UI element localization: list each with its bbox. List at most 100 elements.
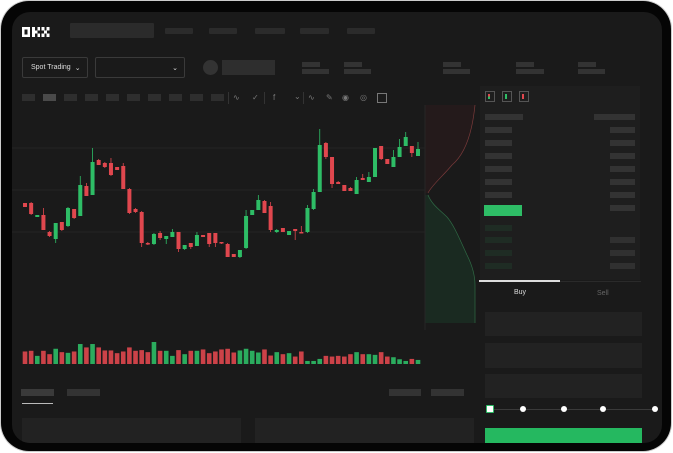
volume-bar xyxy=(170,355,175,364)
order-book xyxy=(480,86,640,280)
stat-label xyxy=(578,62,596,67)
timeframe-option[interactable] xyxy=(148,94,161,101)
okx-logo[interactable] xyxy=(22,25,50,37)
ask-price xyxy=(485,153,512,159)
bottom-action[interactable] xyxy=(389,389,421,396)
candle-up xyxy=(403,137,408,146)
stat-value xyxy=(443,69,470,74)
bottom-tab-open-orders[interactable] xyxy=(21,389,54,396)
header-search-placeholder[interactable] xyxy=(70,23,154,38)
candle-up xyxy=(78,185,83,216)
candle-up xyxy=(373,148,378,177)
timeframe-option[interactable] xyxy=(127,94,140,101)
orderbook-view-both-icon[interactable] xyxy=(485,91,495,102)
slider-step-75[interactable] xyxy=(600,406,606,412)
volume-bar xyxy=(71,351,77,364)
indicator-icon[interactable]: ∿ xyxy=(233,93,240,102)
bid-amount xyxy=(610,250,635,256)
market-type-dropdown[interactable]: Spot Trading ⌄ xyxy=(22,57,88,78)
amount-slider-handle[interactable] xyxy=(486,405,494,413)
buy-button[interactable] xyxy=(485,428,642,443)
function-icon[interactable]: f xyxy=(273,93,276,102)
candle-up xyxy=(65,208,70,226)
candle-down xyxy=(201,235,206,237)
candle-up xyxy=(274,230,279,232)
amount-input[interactable] xyxy=(485,343,642,368)
volume-bar xyxy=(274,352,280,364)
ask-amount xyxy=(610,179,635,185)
nav-item[interactable] xyxy=(300,28,329,34)
ask-amount xyxy=(610,205,635,211)
ask-price xyxy=(485,166,512,172)
volume-bar xyxy=(262,349,267,364)
fullscreen-icon[interactable] xyxy=(377,93,387,103)
nav-item[interactable] xyxy=(347,28,375,34)
volume-bar xyxy=(157,350,163,364)
candle-down xyxy=(342,185,347,191)
volume-bar xyxy=(163,350,169,364)
okx-logo-icon xyxy=(22,27,50,37)
volume-bar xyxy=(384,356,390,364)
order-tabs-track xyxy=(479,281,641,282)
volume-bar xyxy=(182,354,187,364)
candle-down xyxy=(219,242,224,244)
candle-down xyxy=(59,222,64,230)
chevron-down-icon[interactable]: ⌄ xyxy=(294,92,301,101)
volume-bar xyxy=(323,355,329,364)
volume-bar xyxy=(360,354,366,364)
slider-step-25[interactable] xyxy=(520,406,526,412)
amount-slider-track[interactable] xyxy=(489,409,655,410)
candle-up xyxy=(354,180,359,194)
timeframe-option[interactable] xyxy=(43,94,56,101)
bottom-action[interactable] xyxy=(431,389,464,396)
candle-down xyxy=(299,232,304,234)
candle-up xyxy=(90,162,95,195)
nav-item[interactable] xyxy=(165,28,193,34)
pen-icon[interactable]: ✎ xyxy=(326,93,333,102)
volume-bar xyxy=(415,359,421,364)
candle-down xyxy=(41,215,46,230)
slider-step-50[interactable] xyxy=(561,406,567,412)
ask-price xyxy=(485,192,512,198)
timeframe-option[interactable] xyxy=(169,94,182,101)
candle-down xyxy=(268,206,273,230)
candle-down xyxy=(29,203,34,214)
total-input[interactable] xyxy=(485,374,642,398)
volume-bar xyxy=(47,354,52,364)
orderbook-view-asks-icon[interactable] xyxy=(519,91,529,102)
timeframe-option[interactable] xyxy=(190,94,203,101)
indicator-icon[interactable]: ✓ xyxy=(252,93,259,102)
volume-bar xyxy=(65,352,71,364)
line-icon[interactable]: ∿ xyxy=(308,93,315,102)
slider-step-100[interactable] xyxy=(652,406,658,412)
screenshot-icon[interactable]: ◉ xyxy=(342,93,349,102)
candle-down xyxy=(207,233,212,244)
nav-item[interactable] xyxy=(255,28,285,34)
price-input[interactable] xyxy=(485,312,642,336)
chevron-down-icon: ⌄ xyxy=(74,64,81,72)
timeframe-option[interactable] xyxy=(22,94,35,101)
bottom-tab-history[interactable] xyxy=(67,389,100,396)
candle-down xyxy=(176,232,181,249)
timeframe-option[interactable] xyxy=(211,94,224,101)
buy-tab-indicator xyxy=(479,280,560,282)
candle-up xyxy=(250,210,255,215)
candle-up xyxy=(35,215,40,217)
orderbook-view-bids-icon[interactable] xyxy=(502,91,512,102)
candlestick-chart[interactable] xyxy=(12,105,482,385)
tab-buy[interactable]: Buy xyxy=(514,289,527,296)
candle-up xyxy=(397,147,402,157)
timeframe-option[interactable] xyxy=(85,94,98,101)
candle-down xyxy=(360,178,365,180)
candle-down xyxy=(72,209,77,218)
pair-dropdown[interactable]: ⌄ xyxy=(95,57,185,78)
nav-item[interactable] xyxy=(209,28,237,34)
tab-sell[interactable]: Sell xyxy=(597,290,609,297)
timeframe-option[interactable] xyxy=(64,94,77,101)
ask-price xyxy=(485,127,512,133)
settings-icon[interactable]: ◎ xyxy=(360,93,367,102)
volume-bar xyxy=(286,353,292,364)
candle-up xyxy=(305,208,310,232)
timeframe-option[interactable] xyxy=(106,94,119,101)
bottom-tab-underline xyxy=(22,403,53,404)
